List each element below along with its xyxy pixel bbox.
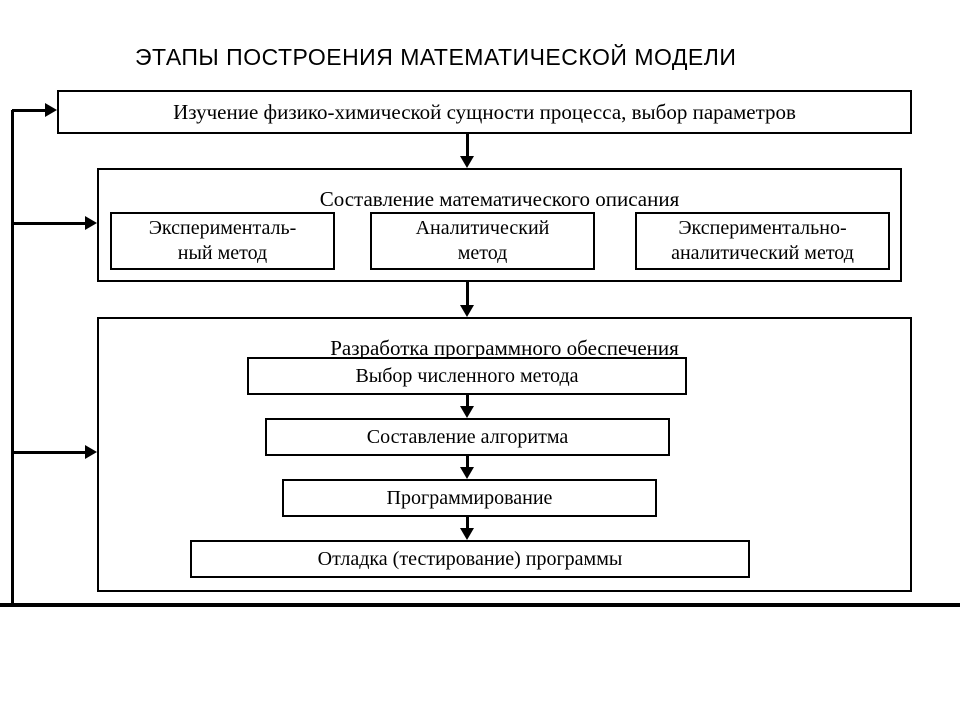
connector-vline — [11, 110, 14, 605]
node-n3b: Составление алгоритма — [265, 418, 670, 456]
connector-vline — [466, 134, 469, 158]
node-n2c: Экспериментально-аналитический метод — [635, 212, 890, 270]
node-n1: Изучение физико-химической сущности проц… — [57, 90, 912, 134]
node-n1-text: Изучение физико-химической сущности проц… — [67, 99, 902, 125]
diagram-canvas: ЭТАПЫ ПОСТРОЕНИЯ МАТЕМАТИЧЕСКОЙ МОДЕЛИ И… — [0, 0, 960, 720]
node-n3b-text: Составление алгоритма — [275, 425, 660, 450]
arrowhead-down-icon — [460, 156, 474, 168]
bottom-rule — [0, 603, 960, 607]
arrowhead-down-icon — [460, 406, 474, 418]
diagram-title: ЭТАПЫ ПОСТРОЕНИЯ МАТЕМАТИЧЕСКОЙ МОДЕЛИ — [135, 44, 736, 71]
arrowhead-down-icon — [460, 528, 474, 540]
node-n3d: Отладка (тестирование) программы — [190, 540, 750, 578]
node-n2c-text: Экспериментально-аналитический метод — [645, 216, 880, 266]
node-n3a-text: Выбор численного метода — [257, 364, 677, 389]
node-n3d-text: Отладка (тестирование) программы — [200, 547, 740, 572]
connector-hline — [12, 109, 47, 112]
node-n2b-text: Аналитическийметод — [380, 216, 585, 266]
arrowhead-right-icon — [45, 103, 57, 117]
connector-vline — [466, 282, 469, 307]
arrowhead-right-icon — [85, 216, 97, 230]
node-n3c-text: Программирование — [292, 486, 647, 511]
arrowhead-right-icon — [85, 445, 97, 459]
connector-hline — [12, 451, 87, 454]
node-n3c: Программирование — [282, 479, 657, 517]
arrowhead-down-icon — [460, 305, 474, 317]
node-n2-title: Составление математического описания — [107, 186, 892, 212]
node-n2a: Эксперименталь-ный метод — [110, 212, 335, 270]
node-n2b: Аналитическийметод — [370, 212, 595, 270]
node-n2a-text: Эксперименталь-ный метод — [120, 216, 325, 266]
node-n3a: Выбор численного метода — [247, 357, 687, 395]
connector-hline — [12, 222, 87, 225]
arrowhead-down-icon — [460, 467, 474, 479]
